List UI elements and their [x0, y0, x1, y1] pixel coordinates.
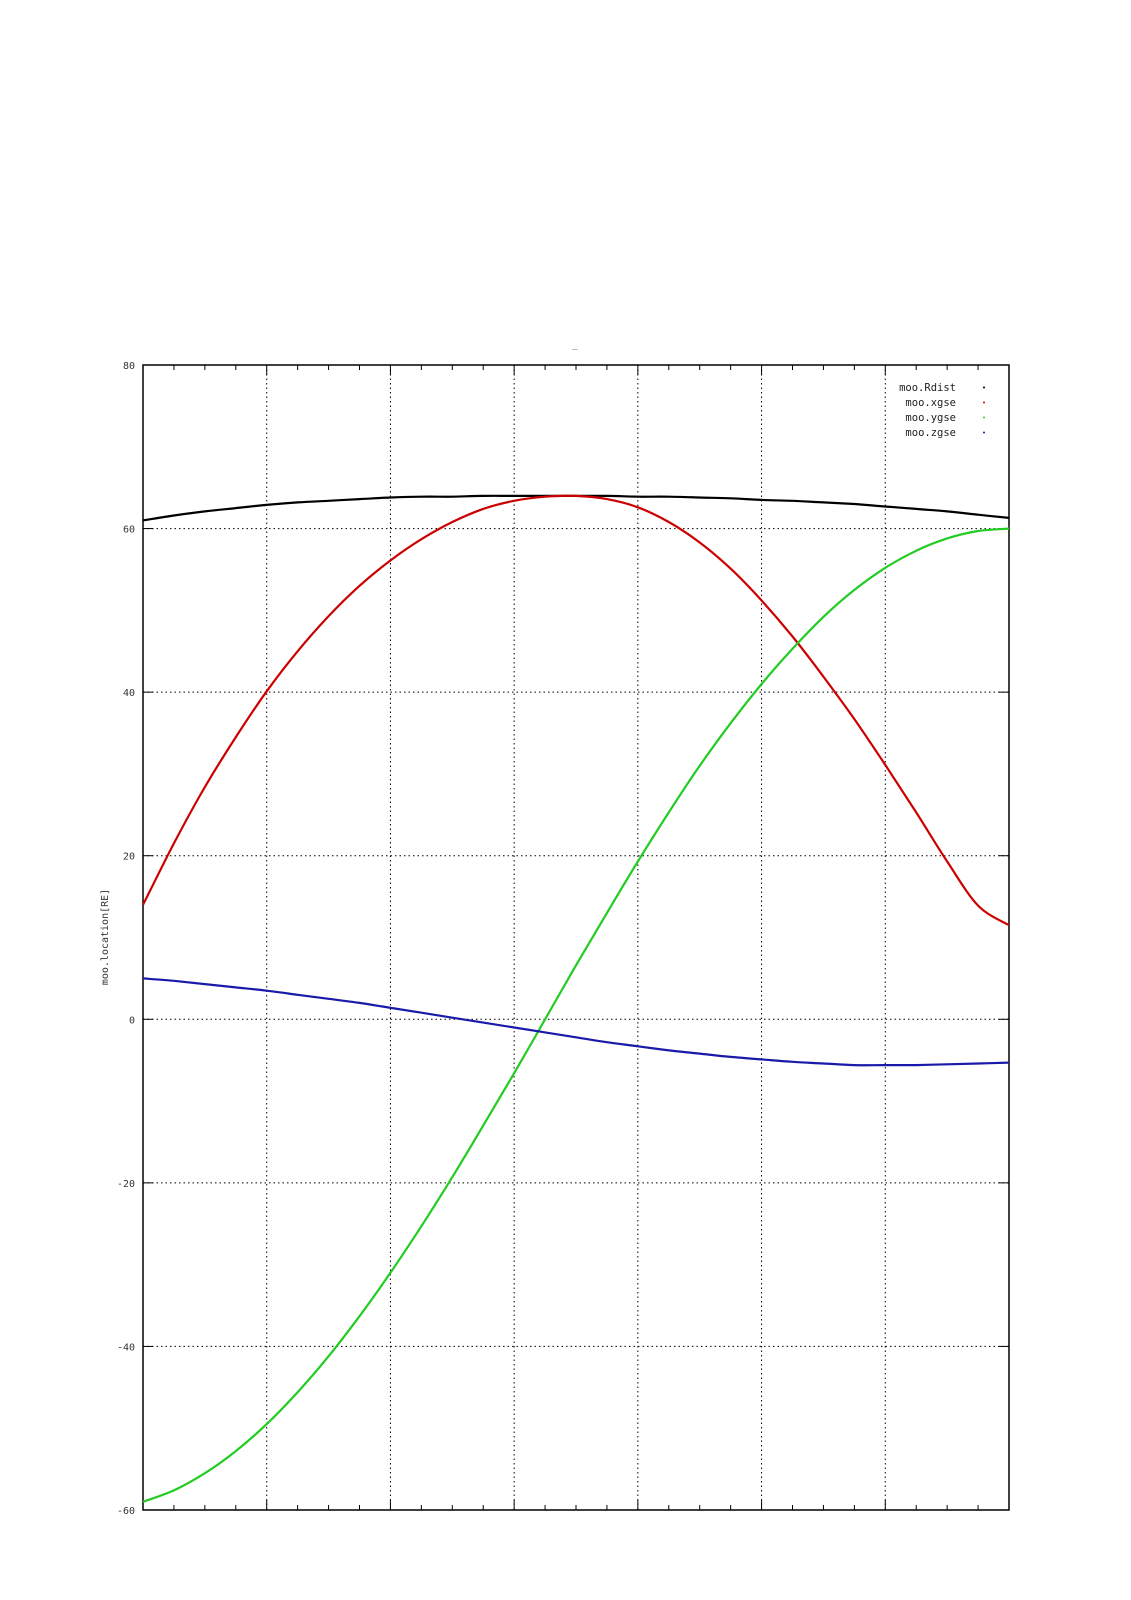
- y-tick-label: 20: [123, 852, 135, 863]
- legend-marker-moo-xgse: [983, 401, 985, 404]
- y-tick-label: -60: [117, 1506, 135, 1517]
- axis-ticks: 80 60 40 20 0 -20 -40 -60: [117, 361, 1010, 1517]
- legend-marker-moo-zgse: [983, 431, 985, 434]
- legend-label-moo-zgse: moo.zgse: [905, 427, 956, 439]
- chart-title: _: [572, 339, 579, 350]
- y-tick-label: 80: [123, 361, 135, 372]
- y-tick-label: -20: [117, 1179, 135, 1190]
- series-line-moo-xgse: [142, 494, 1010, 927]
- legend-label-moo-ygse: moo.ygse: [905, 412, 956, 424]
- y-tick-label: 40: [123, 688, 135, 699]
- legend-label-moo-rdist: moo.Rdist: [899, 382, 956, 394]
- series-line-moo-zgse: [142, 977, 1010, 1067]
- legend-marker-moo-ygse: [983, 416, 985, 419]
- series-line-moo-rdist: [142, 494, 1010, 522]
- legend-marker-moo-rdist: [983, 386, 985, 389]
- y-tick-label: 0: [129, 1015, 135, 1026]
- legend: moo.Rdist moo.xgse moo.ygse moo.zgse: [899, 382, 985, 439]
- series-lines: [142, 494, 1010, 1503]
- y-tick-label: 60: [123, 525, 135, 536]
- y-axis-label: moo.location[RE]: [100, 889, 111, 985]
- grid: [143, 365, 1009, 1510]
- series-line-moo-ygse: [142, 527, 1010, 1503]
- plot-frame: [142, 364, 1010, 1511]
- y-tick-label: -40: [117, 1342, 135, 1353]
- legend-label-moo-xgse: moo.xgse: [905, 397, 956, 409]
